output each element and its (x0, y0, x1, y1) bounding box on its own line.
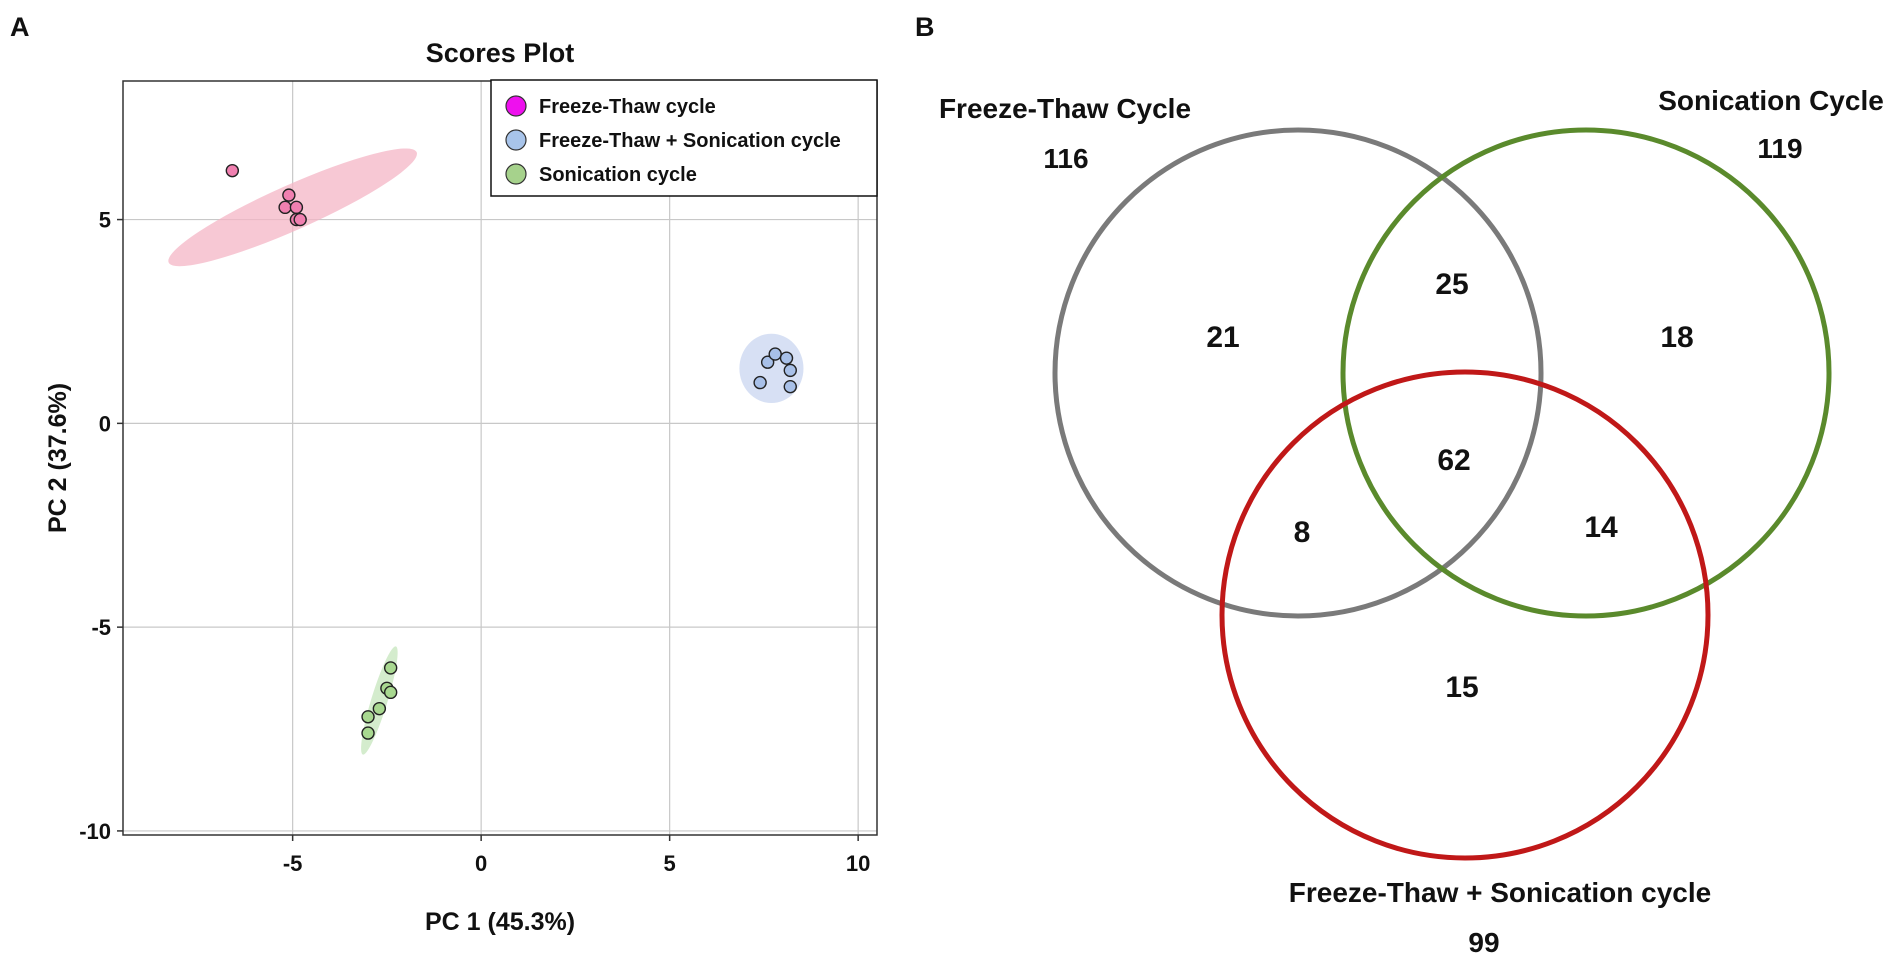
legend-swatch-freeze-thaw-sonication (505, 129, 527, 151)
legend-swatch-freeze-thaw (505, 95, 527, 117)
data-point-series-2 (383, 661, 398, 675)
x-tick-label: 5 (664, 851, 676, 876)
data-point-series-1 (753, 375, 767, 390)
legend: Freeze-Thaw cycle Freeze-Thaw + Sonicati… (490, 79, 878, 197)
panel-label-a: A (10, 12, 30, 42)
data-point-series-0 (289, 200, 304, 215)
x-tick-label: 0 (475, 851, 487, 876)
data-point-series-2 (383, 685, 398, 700)
data-point-series-0 (293, 212, 307, 227)
data-point-series-2 (372, 701, 387, 716)
y-tick-label: 5 (99, 208, 111, 233)
data-point-series-1 (779, 351, 794, 365)
panel-label-b: B (915, 12, 935, 42)
x-axis-title: PC 1 (45.3%) (425, 908, 575, 936)
scores-plot-title: Scores Plot (425, 38, 575, 68)
score-points (225, 163, 797, 740)
data-point-series-1 (760, 355, 775, 369)
y-axis-title: PC 2 (37.6%) (44, 383, 72, 533)
data-point-series-0 (225, 163, 240, 178)
legend-swatch-sonication (505, 163, 527, 185)
legend-box (490, 79, 878, 197)
data-point-series-0 (278, 200, 292, 215)
y-tick-label: -10 (79, 819, 111, 844)
legend-label-freeze-thaw: Freeze-Thaw cycle (539, 96, 716, 118)
y-tick-label: -5 (91, 615, 111, 640)
confidence-ellipse-2 (361, 646, 398, 755)
data-point-series-2 (361, 710, 375, 724)
data-point-series-1 (783, 379, 797, 394)
legend-label-freeze-thaw-sonication: Freeze-Thaw + Sonication cycle (539, 130, 841, 152)
data-point-series-1 (783, 363, 797, 378)
axis-ticks: -5 0 5 10 5 0 -5 -10 (79, 208, 870, 876)
y-tick-label: 0 (99, 411, 111, 436)
grid-lines (123, 81, 877, 835)
data-point-series-0 (282, 188, 296, 202)
data-point-series-1 (768, 347, 782, 361)
data-point-series-2 (361, 726, 375, 740)
x-tick-label: -5 (283, 851, 303, 876)
legend-label-sonication: Sonication cycle (539, 164, 697, 186)
x-tick-label: 10 (846, 851, 870, 876)
